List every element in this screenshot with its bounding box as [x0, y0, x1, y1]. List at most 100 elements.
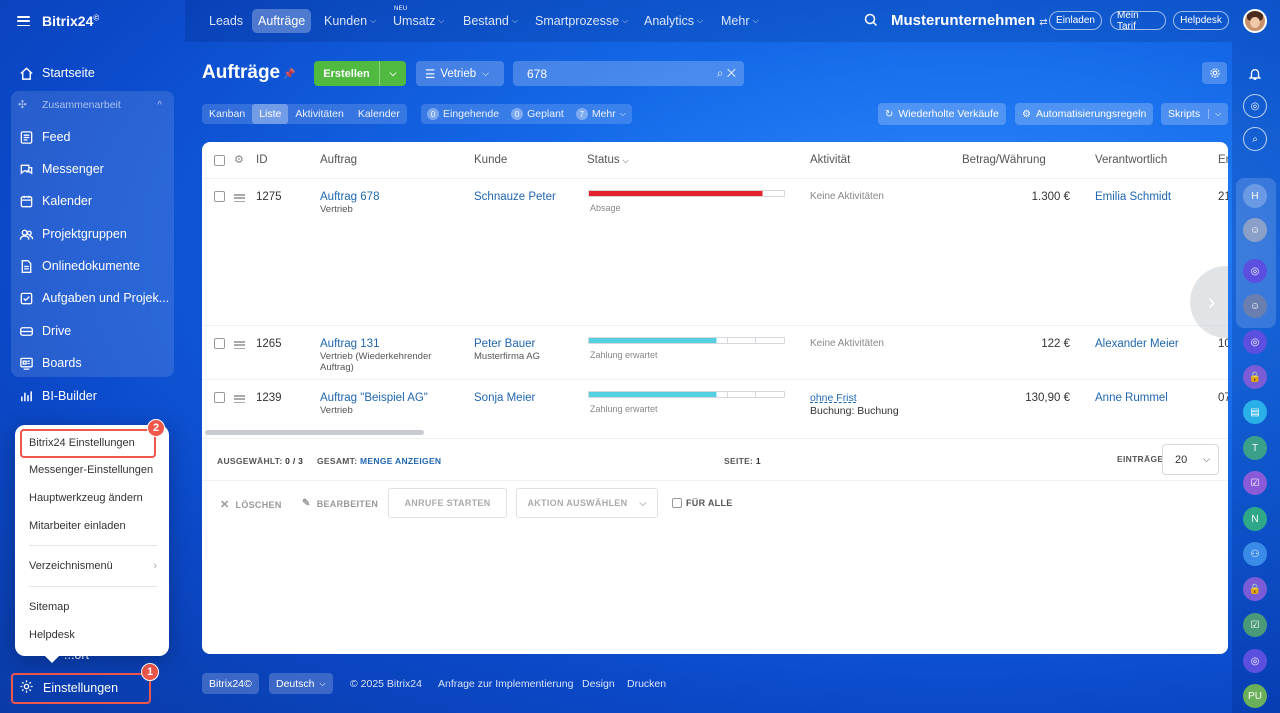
delete-button[interactable]: ✕ LÖSCHEN [220, 498, 282, 511]
chat-avatar-t[interactable]: T [1243, 436, 1267, 460]
menu-burger-icon[interactable] [17, 16, 30, 26]
tab-analytics[interactable]: Analytics ⌵ [638, 9, 709, 33]
sidebar-item-messenger[interactable]: Messenger [0, 153, 175, 185]
sidebar-group-header[interactable]: ✣ Zusammenarbeit ^ [18, 94, 168, 116]
row-checkbox[interactable] [214, 338, 225, 349]
column-header-activity[interactable]: Aktivität [810, 154, 851, 166]
checkbox-box[interactable] [672, 498, 682, 508]
view-tab-activities[interactable]: Aktivitäten [295, 108, 344, 120]
search-input[interactable]: 678 ⌕ ✕ [513, 61, 744, 86]
tab-smart-processes[interactable]: Smartprozesse ⌵ [529, 9, 634, 33]
chat-avatar-n[interactable]: N [1243, 507, 1267, 531]
column-header-status[interactable]: Status ⌵ [587, 154, 629, 166]
copilot-chat-icon[interactable]: ◎ [1243, 259, 1267, 283]
lock-icon[interactable]: 🔒 [1243, 577, 1267, 601]
client-link[interactable]: Schnauze Peter [474, 191, 556, 203]
start-calls-button[interactable]: ANRUFE STARTEN [388, 488, 507, 518]
menu-item-directory-menu[interactable]: Verzeichnismenü › [29, 556, 157, 576]
menu-item-invite-employees[interactable]: Mitarbeiter einladen [29, 516, 157, 536]
copilot-chat-icon[interactable]: ◎ [1243, 649, 1267, 673]
chat-avatar-man[interactable]: ☺ [1243, 218, 1267, 242]
drag-handle-icon[interactable] [234, 194, 245, 202]
footer-brand-button[interactable]: Bitrix24© [202, 673, 259, 694]
sidebar-item-calendar[interactable]: Kalender [0, 185, 175, 217]
chat-avatar-pu[interactable]: PU [1243, 684, 1267, 708]
owner-link[interactable]: Emilia Schmidt [1095, 191, 1172, 203]
tab-customers[interactable]: Kunden ⌵ [318, 9, 382, 33]
my-plan-button[interactable]: Mein Tarif [1110, 10, 1166, 32]
column-header-owner[interactable]: Verantwortlich [1095, 154, 1168, 166]
sidebar-item-drive[interactable]: Drive [0, 315, 175, 347]
column-header-extra[interactable]: Er [1218, 154, 1228, 166]
activity-deadline-link[interactable]: ohne Frist [810, 392, 857, 404]
counter-planned[interactable]: 0 Geplant [511, 108, 564, 120]
menu-item-sitemap[interactable]: Sitemap [29, 597, 157, 617]
column-header-id[interactable]: ID [256, 154, 268, 166]
entries-per-page-select[interactable]: 20 ⌵ [1162, 444, 1219, 475]
group-chat-icon[interactable]: ⚇ [1243, 542, 1267, 566]
chat-avatar-woman[interactable]: ☺ [1243, 294, 1267, 318]
owner-link[interactable]: Alexander Meier [1095, 338, 1179, 350]
company-name[interactable]: Musterunternehmen ⇄ [891, 12, 1048, 29]
chat-avatar-h[interactable]: H [1243, 184, 1267, 208]
horizontal-scrollbar[interactable] [205, 430, 424, 435]
chat-bubble-icon[interactable]: ▤ [1243, 400, 1267, 424]
list-settings-button[interactable] [1202, 62, 1227, 84]
sidebar-item-settings[interactable]: Einstellungen [11, 673, 151, 703]
status-progress-bar[interactable] [588, 190, 785, 197]
counter-more[interactable]: 7 Mehr ⌵ [575, 108, 626, 120]
tab-sales[interactable]: Umsatz ⌵ [387, 9, 450, 33]
menu-item-bitrix24-settings[interactable]: Bitrix24 Einstellungen [29, 433, 157, 453]
menu-item-messenger-settings[interactable]: Messenger-Einstellungen [29, 460, 157, 480]
design-link[interactable]: Design [582, 677, 615, 690]
copilot-chat-icon[interactable]: ◎ [1243, 330, 1267, 354]
automation-rules-button[interactable]: ⚙ Automatisierungsregeln [1015, 103, 1154, 125]
scroll-right-arrow-icon[interactable]: › [1190, 266, 1228, 338]
column-header-client[interactable]: Kunde [474, 154, 508, 166]
status-progress-bar[interactable] [588, 337, 785, 344]
create-button[interactable]: Erstellen ⌵ [314, 61, 406, 86]
edit-button[interactable]: ✎ BEARBEITEN [302, 498, 378, 509]
view-tab-calendar[interactable]: Kalender [357, 108, 400, 120]
sidebar-item-home[interactable]: Startseite [0, 57, 175, 89]
owner-link[interactable]: Anne Rummel [1095, 392, 1168, 404]
task-check-icon[interactable]: ☑ [1243, 613, 1267, 637]
task-check-icon[interactable]: ☑ [1243, 471, 1267, 495]
client-link[interactable]: Sonja Meier [474, 392, 536, 404]
filter-preset-button[interactable]: ☰ Vetrieb ⌵ [416, 61, 504, 86]
user-avatar[interactable] [1243, 9, 1267, 33]
tab-deals[interactable]: Aufträge [252, 9, 312, 33]
row-checkbox[interactable] [214, 191, 225, 202]
deal-link[interactable]: Auftrag 678 [320, 191, 380, 203]
sidebar-item-workgroups[interactable]: Projektgruppen [0, 218, 175, 250]
language-select[interactable]: Deutsch ⌵ [269, 673, 333, 694]
column-settings-icon[interactable]: ⚙ [234, 154, 244, 166]
tab-leads[interactable]: Leads [203, 9, 249, 33]
view-tab-kanban[interactable]: Kanban [209, 108, 246, 120]
action-select[interactable]: AKTION AUSWÄHLEN ⌵ [516, 488, 658, 518]
print-link[interactable]: Drucken [627, 677, 667, 690]
scripts-button[interactable]: Skripts ⌵ [1161, 103, 1229, 125]
column-header-amount[interactable]: Betrag/Währung [962, 154, 1046, 166]
show-count-link[interactable]: MENGE ANZEIGEN [360, 456, 442, 466]
chevron-down-icon[interactable]: ⌵ [389, 68, 397, 78]
deal-link[interactable]: Auftrag "Beispiel AG" [320, 392, 428, 404]
search-clear-icons[interactable]: ⌕ ✕ [716, 66, 736, 80]
for-all-checkbox[interactable]: FÜR ALLE [672, 498, 733, 508]
deal-link[interactable]: Auftrag 131 [320, 338, 380, 350]
client-link[interactable]: Peter Bauer [474, 338, 536, 350]
row-checkbox[interactable] [214, 392, 225, 403]
menu-item-helpdesk[interactable]: Helpdesk [29, 625, 157, 645]
invite-button[interactable]: Einladen [1049, 11, 1102, 30]
select-all-checkbox[interactable] [214, 155, 225, 166]
sidebar-item-feed[interactable]: Feed [0, 121, 175, 153]
helpdesk-button[interactable]: Helpdesk [1173, 11, 1229, 30]
sidebar-item-documents[interactable]: Onlinedokumente [0, 250, 175, 282]
drag-handle-icon[interactable] [234, 395, 245, 403]
implementation-link[interactable]: Anfrage zur Implementierung [438, 677, 574, 690]
search-chat-icon[interactable]: ⌕ [1243, 127, 1267, 151]
tab-inventory[interactable]: Bestand ⌵ [457, 9, 524, 33]
bell-icon[interactable] [1243, 62, 1267, 86]
counter-incoming[interactable]: 0 Eingehende [427, 108, 499, 120]
column-header-deal[interactable]: Auftrag [320, 154, 358, 166]
